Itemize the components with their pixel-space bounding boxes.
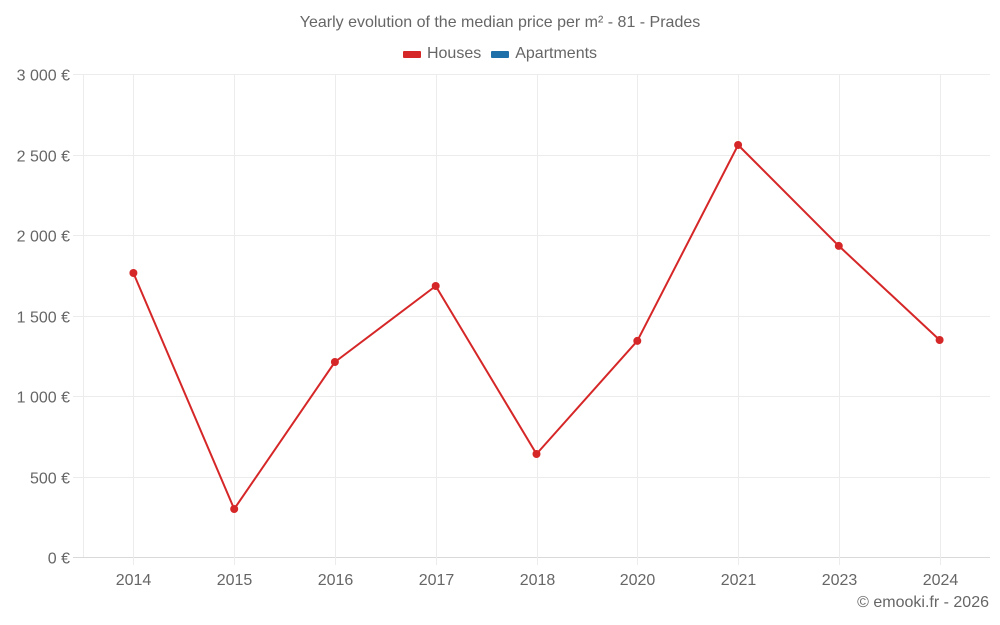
y-tick-label: 1 000 € <box>17 390 70 407</box>
data-point[interactable] <box>935 336 944 344</box>
y-tick-label: 500 € <box>30 471 70 488</box>
grid <box>73 74 990 565</box>
x-tick-label: 2020 <box>620 572 656 589</box>
data-point[interactable] <box>734 141 743 149</box>
x-tick-label: 2017 <box>419 572 455 589</box>
chart-title: Yearly evolution of the median price per… <box>299 14 701 31</box>
legend: Houses Apartments <box>0 45 1000 63</box>
x-tick-label: 2021 <box>721 572 757 589</box>
data-point[interactable] <box>532 450 541 458</box>
x-tick-label: 2016 <box>318 572 354 589</box>
y-tick-label: 1 500 € <box>17 310 70 327</box>
data-point[interactable] <box>129 269 138 277</box>
data-point[interactable] <box>431 282 440 290</box>
y-tick-label: 2 500 € <box>17 149 70 166</box>
x-tick-label: 2014 <box>116 572 152 589</box>
x-tick-label: 2023 <box>822 572 858 589</box>
apartments-swatch-icon <box>491 50 510 58</box>
legend-label-houses: Houses <box>426 45 482 62</box>
data-point[interactable] <box>330 358 339 366</box>
y-tick-label: 3 000 € <box>17 68 70 85</box>
credit-text: © emooki.fr - 2026 <box>857 594 989 611</box>
data-point[interactable] <box>633 336 642 345</box>
y-tick-label: 2 000 € <box>17 229 70 246</box>
data-point[interactable] <box>834 241 843 250</box>
y-axis: 0 € 500 € 1 000 € 1 500 € 2 000 € 2 500 € 3 00… <box>17 68 70 568</box>
legend-label-apartments: Apartments <box>515 45 598 62</box>
x-tick-label: 2015 <box>217 572 253 589</box>
legend-item-apartments[interactable]: Apartments <box>491 45 597 63</box>
data-point[interactable] <box>230 505 239 513</box>
x-tick-label: 2018 <box>520 572 556 589</box>
y-tick-label: 0 € <box>48 551 70 568</box>
x-tick-label: 2024 <box>923 572 959 589</box>
houses-swatch-icon <box>402 50 421 58</box>
series-houses <box>129 141 944 513</box>
x-axis: 2014 2015 2016 2017 2018 2020 2021 2023 2024 <box>116 572 959 589</box>
legend-item-houses[interactable]: Houses <box>402 45 482 63</box>
